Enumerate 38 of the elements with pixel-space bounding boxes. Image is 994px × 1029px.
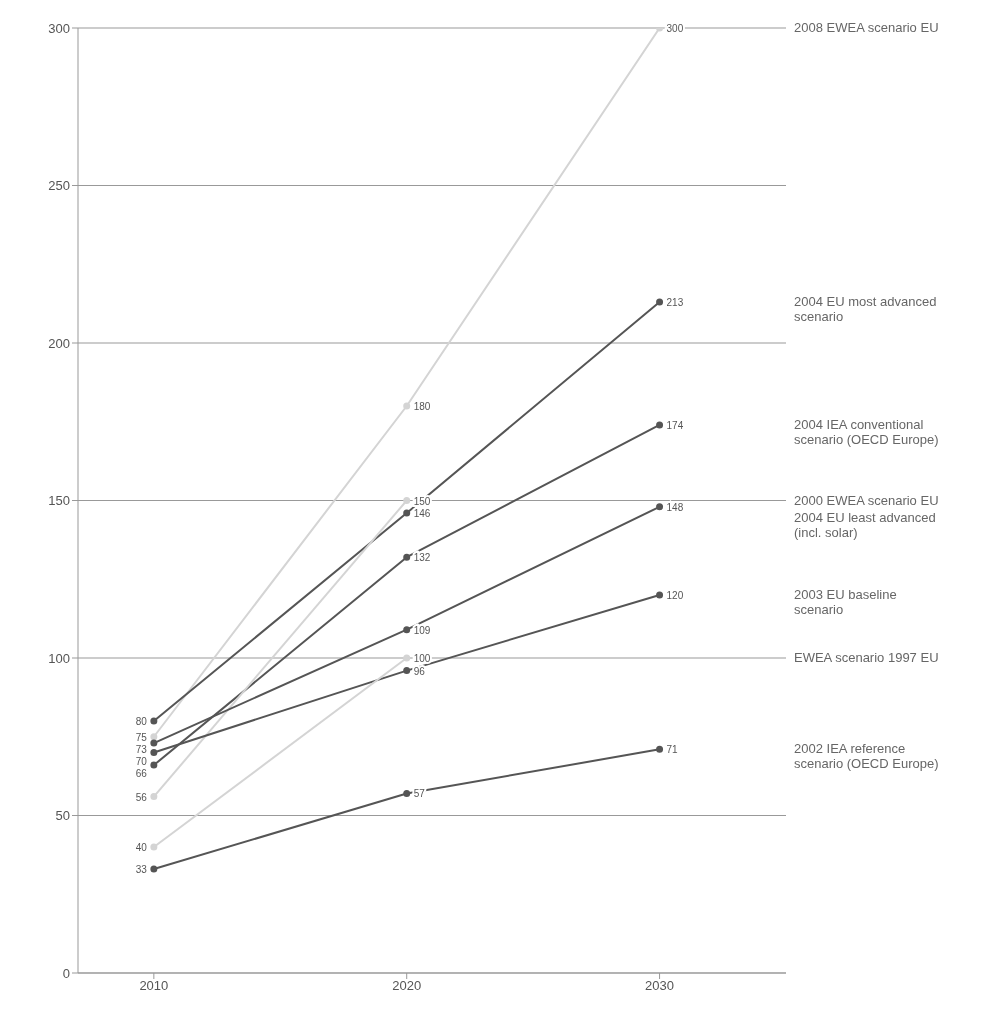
data-label: 109 bbox=[413, 624, 431, 636]
y-tick-label: 200 bbox=[48, 335, 70, 351]
y-tick-label: 300 bbox=[48, 20, 70, 36]
data-label: 148 bbox=[666, 501, 684, 513]
y-tick-label: 250 bbox=[48, 178, 70, 194]
text: EWEA scenario 1997 EU bbox=[794, 650, 939, 665]
data-label: 100 bbox=[413, 653, 431, 664]
data-label: 33 bbox=[135, 864, 148, 876]
y-tick-label: 100 bbox=[48, 650, 70, 666]
data-label: 96 bbox=[413, 665, 426, 677]
data-label: 132 bbox=[413, 552, 431, 564]
text: 2002 IEA reference scenario (OECD Europe) bbox=[794, 741, 939, 772]
data-label: 300 bbox=[666, 23, 684, 34]
y-tick-label: 150 bbox=[48, 493, 70, 509]
data-label: 146 bbox=[413, 508, 431, 520]
data-label: 40 bbox=[135, 842, 148, 853]
text: 2008 EWEA scenario EU bbox=[794, 20, 939, 35]
y-tick-label: 50 bbox=[55, 808, 70, 824]
data-label: 120 bbox=[666, 590, 684, 601]
y-tick-label: 0 bbox=[62, 965, 70, 981]
data-label: 213 bbox=[666, 297, 684, 309]
data-label: 80 bbox=[135, 716, 148, 727]
text: 2000 EWEA scenario EU bbox=[794, 492, 939, 508]
x-tick-label: 2010 bbox=[139, 978, 169, 994]
data-label: 75 bbox=[135, 731, 148, 743]
data-label: 174 bbox=[666, 419, 684, 431]
x-tick-label: 2020 bbox=[392, 978, 422, 994]
text: 2004 EU least advanced (incl. solar) bbox=[794, 509, 936, 540]
data-label: 71 bbox=[666, 744, 679, 756]
x-tick-label: 2030 bbox=[645, 978, 675, 994]
data-label: 56 bbox=[135, 791, 148, 803]
text: 2003 EU baseline scenario bbox=[794, 587, 897, 617]
text: 2004 IEA conventional scenario (OECD Europe) bbox=[794, 416, 939, 447]
data-label: 70 bbox=[135, 755, 148, 767]
data-label: 73 bbox=[135, 743, 148, 755]
data-label: 180 bbox=[413, 401, 431, 412]
text: 2004 EU most advanced scenario bbox=[794, 294, 937, 325]
data-label: 66 bbox=[135, 767, 148, 779]
